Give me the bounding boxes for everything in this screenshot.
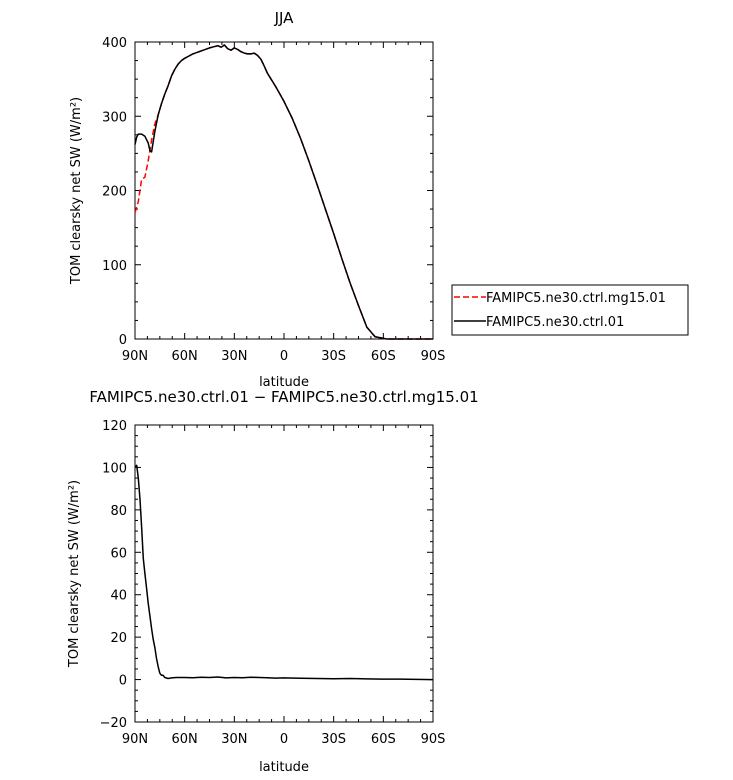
x-tick-label: 30N: [221, 349, 247, 364]
chart-title: JJA: [274, 9, 295, 27]
x-axis-label: latitude: [259, 375, 309, 390]
x-tick-label: 60N: [172, 732, 198, 747]
y-axis-label: TOM clearsky net SW (W/m²): [67, 480, 82, 668]
legend-label-1: FAMIPC5.ne30.ctrl.01: [486, 315, 624, 330]
x-tick-label: 30N: [221, 732, 247, 747]
series-group: [134, 44, 433, 340]
legend-box: [451, 284, 689, 336]
y-tick-label: 120: [102, 419, 127, 434]
x-tick-label: 60N: [172, 349, 198, 364]
bottom-plot: FAMIPC5.ne30.ctrl.01 − FAMIPC5.ne30.ctrl…: [67, 388, 479, 775]
y-tick-label: 100: [102, 461, 127, 476]
y-axis-label: TOM clearsky net SW (W/m²): [69, 97, 84, 285]
x-tick-label: 90N: [122, 732, 148, 747]
series-line-0: [134, 44, 433, 340]
x-tick-label: 90S: [421, 732, 446, 747]
y-tick-label: 300: [102, 110, 127, 125]
y-tick-label: 100: [102, 259, 127, 274]
y-tick-label: 0: [119, 333, 127, 348]
y-tick-label: 20: [110, 631, 127, 646]
x-tick-label: 60S: [371, 349, 396, 364]
x-tick-label: 0: [280, 349, 288, 364]
plot-frame: [134, 41, 434, 340]
y-tick-label: 80: [110, 504, 127, 519]
top-plot: JJA 90N 60N 30N 0 30S 60S 90S 0 100 200 300 400 latit…: [69, 9, 689, 390]
x-tick-label: 30S: [321, 732, 346, 747]
series-group: [134, 464, 434, 681]
y-tick-label: 200: [102, 185, 127, 200]
y-tick-label: −20: [100, 716, 127, 731]
y-tick-label: 0: [119, 674, 127, 689]
x-axis-label: latitude: [259, 760, 309, 775]
x-tick-label: 30S: [321, 349, 346, 364]
legend-label-0: FAMIPC5.ne30.ctrl.mg15.01: [486, 291, 666, 306]
x-tick-label: 0: [280, 732, 288, 747]
y-tick-label: 60: [110, 546, 127, 561]
x-tick-label: 90N: [122, 349, 148, 364]
series-line-1: [134, 44, 433, 340]
y-tick-label: 40: [110, 589, 127, 604]
x-tick-label: 90S: [421, 349, 446, 364]
x-tick-label: 60S: [371, 732, 396, 747]
series-line-0: [134, 464, 434, 681]
chart-title: FAMIPC5.ne30.ctrl.01 − FAMIPC5.ne30.ctrl…: [89, 388, 478, 406]
y-tick-label: 400: [102, 36, 127, 51]
